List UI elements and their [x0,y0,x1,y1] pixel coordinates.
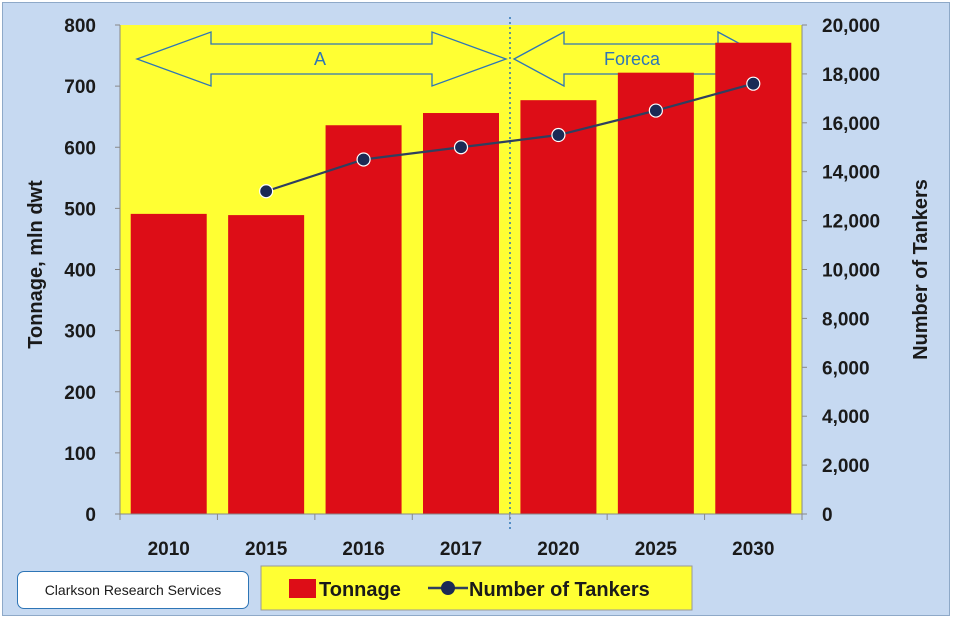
x-tick-label: 2015 [245,539,288,560]
actual-period-label: A [314,49,326,69]
x-tick-label: 2010 [148,539,190,560]
x-tick-label: 2020 [537,539,579,560]
y-tick-label-left: 400 [64,261,96,282]
legend-box [260,565,693,611]
y-tick-label-right: 14,000 [822,163,880,184]
y-tick-label-right: 4,000 [822,407,870,428]
legend-swatch-tankers-marker [441,581,455,595]
y-axis-title-left: Tonnage, mln dwt [25,180,47,349]
legend-swatch-tonnage [289,579,316,598]
tankers-marker-2030 [746,76,761,91]
y-tick-label-right: 0 [822,505,833,526]
tonnage-bar-2015 [228,215,305,514]
y-tick-label-right: 16,000 [822,114,880,135]
tankers-line-path [265,82,754,193]
period-arrows: A Foreca [135,17,770,530]
y-tick-label-left: 500 [64,199,96,220]
tonnage-bar-2010 [130,213,207,514]
tonnage-bar-2025 [617,72,694,515]
tankers-line [259,76,761,199]
y-tick-label-left: 100 [64,444,96,465]
y-tick-label-right: 10,000 [822,261,880,282]
y-tick-label-right: 6,000 [822,358,870,379]
tankers-marker-2025 [648,103,663,118]
y-tick-label-left: 200 [64,383,96,404]
y-tick-label-left: 0 [85,505,96,526]
y-tick-label-left: 800 [64,16,96,37]
source-label: Clarkson Research Services [17,571,249,609]
y-tick-label-left: 700 [64,77,96,98]
x-tick-label: 2017 [440,539,482,560]
x-tick-label: 2016 [342,539,384,560]
tankers-marker-2020 [551,127,566,143]
y-tick-label-right: 18,000 [822,65,880,86]
tonnage-bar-2016 [325,125,402,515]
legend-label-tonnage: Tonnage [319,579,401,601]
x-tick-label: 2030 [732,539,774,560]
tonnage-bar-2017 [423,113,499,515]
axes: 0 100 200 300 400 500 600 700 800 0 2,000 4,000 6,00… [64,16,880,560]
y-tick-label-right: 20,000 [822,16,880,37]
forecast-period-label: Foreca [604,49,661,69]
y-tick-label-right: 2,000 [822,456,870,477]
tankers-marker-2015 [259,184,274,199]
actual-period-arrow [135,31,508,87]
y-tick-label-left: 600 [64,138,96,159]
x-tick-label: 2025 [635,539,678,560]
tonnage-bars [130,42,792,515]
legend: Tonnage Number of Tankers [260,565,693,611]
tankers-marker-2016 [356,152,371,167]
y-tick-label-left: 300 [64,322,96,343]
y-tick-label-right: 12,000 [822,212,880,233]
tankers-marker-2017 [453,140,469,155]
y-axis-title-right: Number of Tankers [910,179,932,360]
tonnage-bar-2020 [520,100,597,514]
y-tick-label-right: 8,000 [822,309,870,330]
legend-label-tankers: Number of Tankers [469,579,650,601]
tonnage-bar-2030 [715,42,792,514]
